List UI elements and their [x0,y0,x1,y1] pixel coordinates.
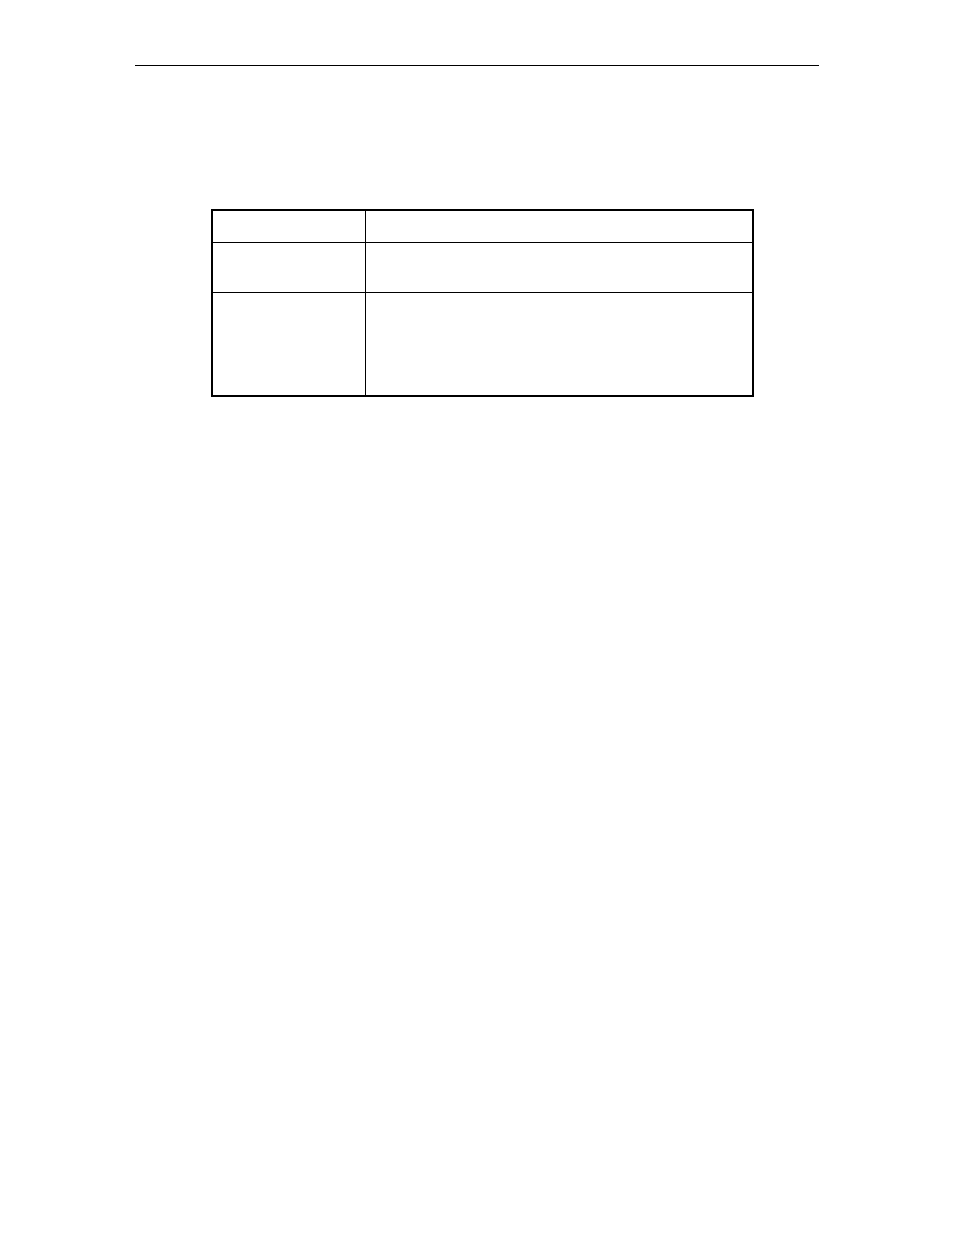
header-rule [135,65,819,66]
table-cell [365,292,753,396]
table-cell [365,242,753,292]
table-row [212,292,753,396]
table-cell [212,242,365,292]
table-row [212,242,753,292]
page [0,0,954,1235]
table-cell [365,210,753,242]
table-cell [212,292,365,396]
table-row [212,210,753,242]
content-table [211,209,754,397]
table-cell [212,210,365,242]
